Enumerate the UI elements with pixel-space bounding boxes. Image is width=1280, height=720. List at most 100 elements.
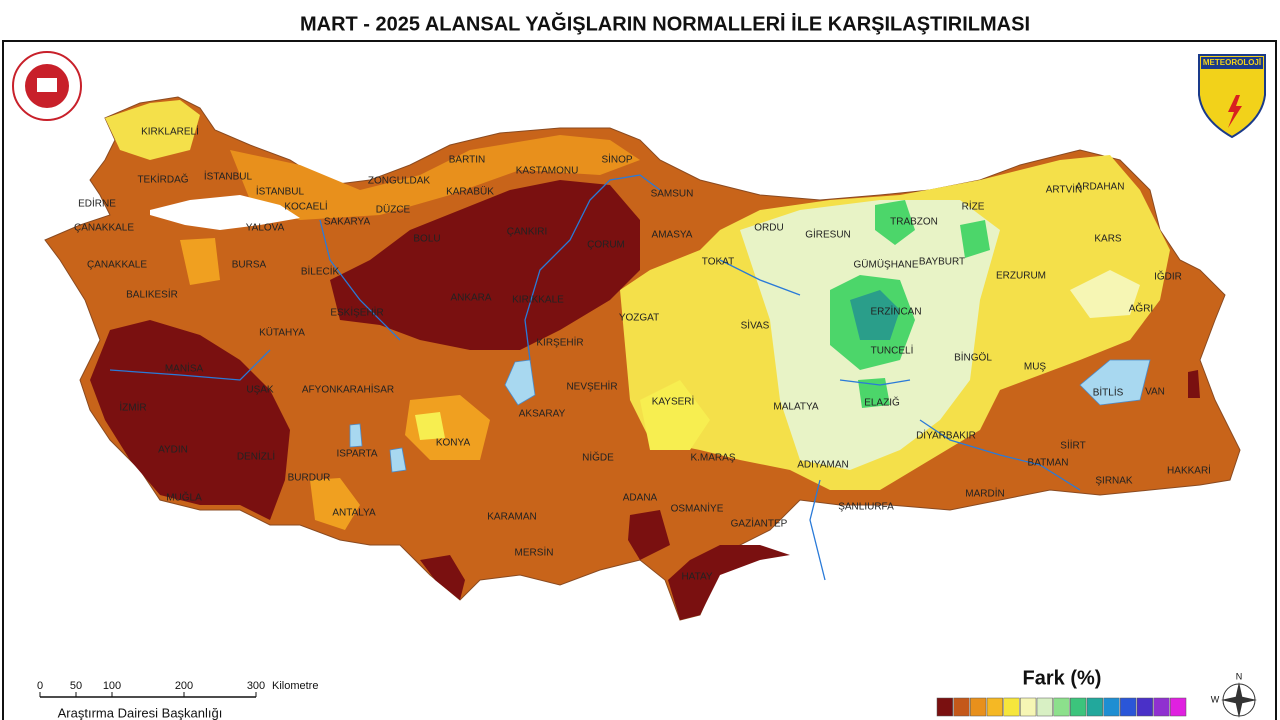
- legend-swatch: [1086, 697, 1103, 717]
- sea: [150, 195, 300, 230]
- compass-rose: [1221, 682, 1257, 718]
- province-label: GAZİANTEP: [731, 517, 788, 530]
- province-label: OSMANİYE: [671, 502, 724, 515]
- province-label: DÜZCE: [376, 204, 411, 216]
- province-label: GİRESUN: [805, 228, 851, 241]
- compass-label: W: [1211, 694, 1220, 704]
- legend-swatch: [1120, 697, 1137, 717]
- legend-swatch: [1170, 697, 1187, 717]
- province-label: ELAZIĞ: [864, 396, 900, 409]
- legend-swatch: [1136, 697, 1153, 717]
- scale-label: 300: [247, 680, 265, 692]
- province-label: KARAMAN: [487, 512, 536, 523]
- province-label: ÇANKIRI: [507, 227, 548, 238]
- province-label: BAYBURT: [919, 257, 965, 268]
- province-label: BURSA: [232, 260, 267, 271]
- province-label: KIRKLARELİ: [141, 125, 199, 138]
- legend-swatch: [953, 697, 970, 717]
- province-label: İZMİR: [119, 401, 146, 414]
- province-label: VAN: [1145, 387, 1165, 398]
- province-label: ZONGULDAK: [368, 176, 431, 187]
- river: [109, 174, 1081, 581]
- shield-band: [1201, 57, 1263, 69]
- province-label: SİİRT: [1060, 439, 1085, 452]
- region-orange: [230, 135, 640, 220]
- province-label: ISPARTA: [336, 449, 377, 460]
- region-teal: [850, 290, 900, 340]
- province-label: İSTANBUL: [256, 185, 305, 198]
- legend-swatch: [1103, 697, 1120, 717]
- province-label: NEVŞEHİR: [566, 380, 617, 393]
- province-label: ERZURUM: [996, 271, 1046, 282]
- legend-swatch: [1003, 697, 1020, 717]
- province-label: BURDUR: [288, 473, 331, 484]
- compass: [1221, 682, 1257, 718]
- province-label: SİNOP: [601, 153, 632, 166]
- province-label: TRABZON: [890, 217, 938, 228]
- province-label: BARTIN: [449, 155, 486, 166]
- province-label: YALOVA: [246, 223, 285, 234]
- province-label: KONYA: [436, 438, 471, 449]
- scale-label: 50: [70, 680, 82, 692]
- province-label: BALIKESİR: [126, 288, 178, 301]
- province-label: MUĞLA: [166, 491, 202, 504]
- province-label: MANİSA: [165, 362, 204, 375]
- province-label: TEKİRDAĞ: [137, 173, 188, 186]
- logo-text: METEOROLOJİ: [1203, 58, 1261, 67]
- province-label: BİLECİK: [301, 265, 340, 278]
- province-label: KOCAELİ: [284, 200, 327, 213]
- province-label: SAKARYA: [324, 217, 371, 228]
- province-label: NİĞDE: [582, 451, 614, 464]
- province-label: ANKARA: [450, 293, 491, 304]
- province-label: MARDİN: [965, 487, 1004, 500]
- province-label: KARS: [1094, 234, 1122, 245]
- province-label: ORDU: [754, 223, 783, 234]
- legend-swatch: [1070, 697, 1087, 717]
- province-label: HAKKARİ: [1167, 464, 1211, 477]
- province-label: SAMSUN: [651, 189, 694, 200]
- province-label: KARABÜK: [446, 186, 494, 198]
- province-label: ARTVİN: [1046, 183, 1083, 196]
- province-label: K.MARAŞ: [690, 453, 735, 464]
- emblem-icon: [37, 78, 57, 92]
- logo-right: [1198, 54, 1266, 139]
- compass-label: N: [1236, 671, 1243, 681]
- province-label: ERZİNCAN: [870, 305, 921, 318]
- scale-label: 0: [37, 680, 43, 692]
- legend-title: Fark (%): [1023, 667, 1102, 689]
- province-label: TUNCELİ: [871, 344, 914, 357]
- province-label: ÇORUM: [587, 240, 625, 251]
- region-dark-red: [90, 320, 290, 520]
- province-label: BİTLİS: [1093, 386, 1124, 399]
- province-label: RİZE: [962, 200, 985, 213]
- province-label: KAYSERİ: [652, 395, 695, 408]
- province-label: ESKİŞEHİR: [330, 306, 383, 319]
- province-label: YOZGAT: [619, 313, 659, 324]
- province-label: AKSARAY: [519, 409, 566, 420]
- province-label: IĞDIR: [1154, 270, 1182, 283]
- choropleth: [44, 96, 1241, 621]
- region-yellow: [415, 380, 710, 450]
- province-label: BATMAN: [1028, 458, 1069, 469]
- scale-label: 200: [175, 680, 193, 692]
- title: MART - 2025 ALANSAL YAĞIŞLARIN NORMALLER…: [300, 11, 1030, 35]
- region-yellow: [105, 100, 200, 160]
- province-label: AFYONKARAHİSAR: [302, 383, 394, 396]
- logo-left: [12, 51, 82, 121]
- lake: [349, 359, 1151, 473]
- legend-swatch: [1153, 697, 1170, 717]
- province-label: UŞAK: [246, 385, 274, 396]
- frame: [2, 40, 1277, 720]
- province-label: ARDAHAN: [1076, 182, 1125, 193]
- province-label: BİNGÖL: [954, 351, 992, 364]
- province-label: DİYARBAKIR: [916, 429, 976, 442]
- province-label: KÜTAHYA: [259, 327, 305, 339]
- province-label: TOKAT: [702, 257, 734, 268]
- province-label: MALATYA: [773, 402, 819, 413]
- scale-label: 100: [103, 680, 121, 692]
- province-label: ŞIRNAK: [1095, 476, 1133, 487]
- scale-unit: Kilometre: [272, 680, 318, 692]
- province-label: GÜMÜŞHANE: [853, 259, 918, 271]
- legend-swatch: [970, 697, 987, 717]
